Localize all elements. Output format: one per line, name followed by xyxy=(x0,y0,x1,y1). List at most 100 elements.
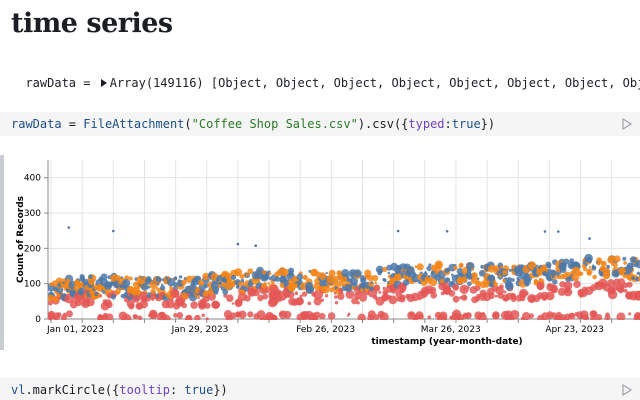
data-point xyxy=(533,279,539,284)
data-point xyxy=(416,263,424,271)
data-point xyxy=(590,310,598,318)
data-point xyxy=(295,297,304,306)
data-point xyxy=(267,282,271,285)
data-point xyxy=(382,286,386,290)
code-token-var: rawData xyxy=(11,117,62,131)
data-point xyxy=(345,289,355,299)
data-point xyxy=(205,317,209,320)
data-point xyxy=(509,292,516,299)
data-point xyxy=(477,312,487,320)
data-point xyxy=(372,275,379,282)
data-point xyxy=(344,284,353,292)
data-point xyxy=(612,262,618,268)
data-point xyxy=(338,290,344,295)
code-cell-rawdata[interactable]: rawData = FileAttachment("Coffee Shop Sa… xyxy=(0,112,640,136)
data-point xyxy=(333,275,340,282)
data-point xyxy=(428,277,438,287)
run-cell-icon[interactable] xyxy=(622,384,632,396)
code-token-obj: vl xyxy=(11,383,26,397)
x-tick-label: Mar 26, 2023 xyxy=(421,325,481,335)
output-array-value[interactable]: Array(149116) [Object, Object, Object, O… xyxy=(109,76,640,90)
output-var-name: rawData xyxy=(25,76,77,90)
data-point xyxy=(619,285,624,290)
data-point xyxy=(137,315,143,320)
data-point xyxy=(635,260,640,269)
chart-labels: 0 100 200 300 400 Jan 01, 2023 Jan 29, 2023 Feb… xyxy=(16,174,604,347)
y-tick-label: 0 xyxy=(35,315,41,325)
data-point xyxy=(430,292,438,299)
data-point xyxy=(459,284,469,294)
data-point xyxy=(305,285,315,294)
code-token-string: "Coffee Shop Sales.csv" xyxy=(191,117,358,131)
code-cell-markcircle[interactable]: vl.markCircle({tooltip: true}) xyxy=(0,378,640,400)
data-point xyxy=(492,312,500,320)
data-point xyxy=(458,273,462,277)
data-point xyxy=(569,258,575,264)
data-point xyxy=(549,284,558,293)
expand-triangle-icon[interactable] xyxy=(100,79,107,87)
data-point-outlier xyxy=(112,229,115,233)
data-point xyxy=(519,290,527,298)
data-point xyxy=(212,300,221,309)
data-point xyxy=(336,280,344,287)
data-point xyxy=(247,311,254,318)
data-point xyxy=(133,314,139,319)
data-point xyxy=(115,290,120,295)
data-point xyxy=(431,264,435,268)
y-tick-label: 300 xyxy=(24,209,41,219)
data-point xyxy=(287,291,295,299)
data-point xyxy=(327,312,336,320)
data-point xyxy=(132,294,141,303)
data-point xyxy=(625,265,634,273)
data-point xyxy=(428,263,432,267)
data-point xyxy=(119,284,123,288)
data-point xyxy=(448,290,456,297)
data-point xyxy=(181,279,187,285)
data-point-outlier xyxy=(67,226,71,229)
data-point xyxy=(387,271,391,275)
data-point xyxy=(573,280,581,288)
data-point xyxy=(122,279,131,288)
data-point xyxy=(616,312,626,320)
data-point xyxy=(140,283,149,291)
data-point xyxy=(577,271,583,277)
y-axis-title: Count of Records xyxy=(16,196,26,283)
data-point xyxy=(150,288,156,295)
data-point xyxy=(97,314,105,320)
data-point xyxy=(606,264,610,269)
cell-gutter-bar xyxy=(0,155,4,350)
data-point-outlier xyxy=(445,230,449,233)
data-point xyxy=(629,256,637,263)
data-point xyxy=(78,282,85,289)
data-point xyxy=(552,279,558,285)
data-point xyxy=(201,313,205,318)
data-point xyxy=(475,280,481,287)
data-point xyxy=(261,282,267,289)
data-point xyxy=(444,277,451,283)
data-point xyxy=(257,294,264,302)
data-point xyxy=(274,276,281,282)
data-point xyxy=(328,269,336,277)
data-point xyxy=(65,310,73,318)
data-point xyxy=(218,284,221,287)
code-cell-rawdata-source[interactable]: rawData = FileAttachment("Coffee Shop Sa… xyxy=(11,117,495,131)
data-point xyxy=(632,274,635,277)
data-point-outlier xyxy=(254,244,257,247)
data-point xyxy=(185,314,193,320)
code-cell-markcircle-source[interactable]: vl.markCircle({tooltip: true}) xyxy=(11,383,228,397)
data-point xyxy=(399,296,406,303)
data-point xyxy=(595,314,603,320)
data-point xyxy=(75,289,79,292)
data-point xyxy=(178,275,183,279)
code-token-val: true xyxy=(451,117,481,131)
data-point xyxy=(167,278,176,287)
run-cell-icon[interactable] xyxy=(622,118,632,130)
data-point xyxy=(377,271,382,276)
chart-points xyxy=(48,226,640,320)
data-point xyxy=(377,268,381,272)
data-point xyxy=(88,278,95,286)
data-point xyxy=(106,301,113,309)
data-point xyxy=(159,285,166,291)
data-point xyxy=(461,276,468,283)
data-point xyxy=(547,264,552,269)
